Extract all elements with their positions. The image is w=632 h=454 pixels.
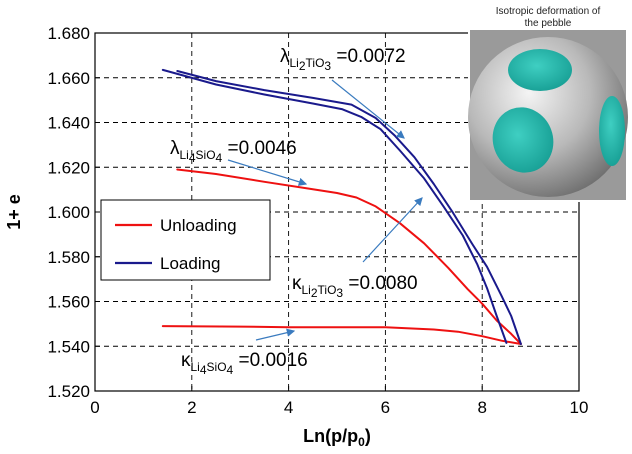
x-tick-label: 8 — [477, 398, 486, 417]
inset-caption-line2: the pebble — [525, 18, 572, 29]
y-tick-label: 1.640 — [47, 114, 90, 133]
x-tick-label: 0 — [90, 398, 99, 417]
y-tick-label: 1.580 — [47, 248, 90, 267]
x-tick-label: 4 — [284, 398, 293, 417]
y-tick-label: 1.520 — [47, 382, 90, 401]
arrow-lambda-li2tio3 — [331, 79, 405, 139]
x-tick-label: 10 — [570, 398, 589, 417]
arrow-kappa-li2tio3 — [362, 197, 423, 263]
arrow-kappa-li4sio4 — [255, 328, 296, 341]
series-line-loading-2 — [176, 70, 522, 345]
y-axis-title: 1+ e — [4, 194, 24, 230]
annotation-lambda-li2tio3: λLi2TiO3 =0.0072 — [280, 46, 406, 73]
y-tick-label: 1.680 — [47, 24, 90, 43]
series-line-unloading-1 — [176, 168, 522, 345]
annotation-kappa-li4sio4: κLi4SiO4 =0.0016 — [181, 350, 308, 377]
y-tick-label: 1.560 — [47, 293, 90, 312]
arrow-lambda-li4sio4 — [227, 159, 308, 186]
series-layer — [161, 68, 522, 345]
annotation-lambda-li4sio4: λLi4SiO4 =0.0046 — [170, 138, 297, 165]
inset-caption-line1: Isotropic deformation of — [496, 6, 601, 17]
pebble-face-right — [599, 96, 625, 166]
x-tick-label: 6 — [381, 398, 390, 417]
y-tick-label: 1.620 — [47, 158, 90, 177]
y-tick-label: 1.540 — [47, 337, 90, 356]
pebble-face-front — [492, 107, 554, 173]
series-line-unloading-2 — [161, 325, 522, 345]
legend: Unloading Loading — [100, 199, 271, 281]
legend-box — [100, 199, 271, 281]
y-tick-label: 1.600 — [47, 203, 90, 222]
series-line-loading-1 — [161, 68, 508, 344]
x-axis-title: Ln(p/p0) — [303, 426, 371, 449]
legend-label-loading: Loading — [160, 254, 221, 273]
legend-label-unloading: Unloading — [160, 216, 237, 235]
y-tick-label: 1.660 — [47, 69, 90, 88]
axis-ticks: 1.520 1.540 1.560 1.580 1.600 1.620 1.640 1.660… — [47, 24, 588, 417]
x-tick-label: 2 — [187, 398, 196, 417]
pebble-face-top — [508, 49, 572, 91]
pebble-inset: Isotropic deformation of the pebble — [468, 4, 628, 202]
annotation-kappa-li2tio3: κLi2TiO3 =0.0080 — [292, 273, 418, 300]
